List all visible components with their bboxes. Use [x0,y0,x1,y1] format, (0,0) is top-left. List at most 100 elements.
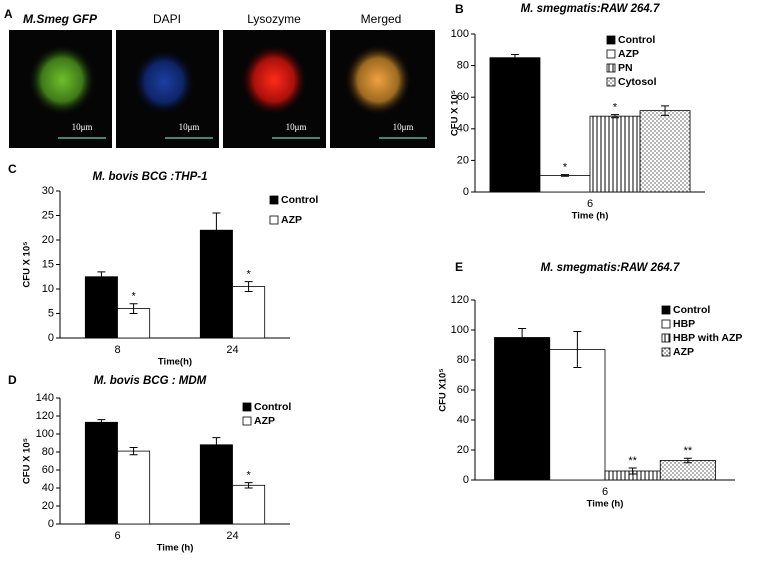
image-title: M.Smeg GFP [23,12,98,26]
bar [117,450,151,525]
annotation: ** [684,445,693,457]
x-tick-label: 24 [226,530,238,542]
micrograph: M.Smeg GFP 10μm [9,12,112,148]
error-bar [510,54,519,62]
y-tick-label: 120 [36,410,54,422]
chart-title: M. bovis BCG : MDM [94,375,207,387]
error-bar [212,212,221,248]
y-tick-label: 100 [451,28,469,40]
y-tick-label: 60 [42,464,54,476]
legend-swatch [661,347,671,357]
y-tick-label: 25 [42,209,54,221]
legend-swatch [606,77,616,87]
bar [232,286,266,339]
bar [489,57,541,193]
legend-label: AZP [254,415,275,427]
micrograph: Merged 10μm [330,12,435,148]
y-axis-label: CFU X10⁵ [438,368,449,412]
y-tick-label: 100 [451,324,469,336]
y-tick-label: 60 [457,384,469,396]
micrograph: Lysozyme 10μm [223,12,326,148]
legend-label: Control [254,401,291,413]
x-tick-label: 6 [602,486,608,498]
bar [659,460,716,481]
scale-label: 10μm [393,122,414,132]
legend-swatch [661,305,671,315]
y-tick-label: 5 [48,307,54,319]
panel-a: A M.Smeg GFP 10μm DAPI 10μm Lysozyme 10μ… [4,7,435,148]
annotation: ** [628,455,637,467]
bar [232,484,266,525]
y-tick-label: 0 [48,332,54,344]
bar [589,115,641,193]
y-tick-label: 140 [36,392,54,404]
error-bar [212,437,221,453]
micrograph: DAPI 10μm [116,12,219,148]
y-tick-label: 0 [463,186,469,198]
y-tick-label: 80 [42,446,54,458]
panel-letter: C [8,162,17,176]
cell [240,44,308,116]
legend-swatch [661,319,671,329]
bar [199,229,233,339]
image-title: DAPI [153,12,181,26]
image-title: Lysozyme [247,12,301,26]
legend-label: AZP [618,48,639,60]
scale-label: 10μm [179,122,200,132]
bar [549,349,606,481]
chart-title: M. bovis BCG :THP-1 [92,171,207,183]
bar [84,276,118,339]
annotation: * [563,162,568,174]
x-tick-label: 6 [114,530,120,542]
x-tick-label: 8 [114,344,120,356]
scale-label: 10μm [72,122,93,132]
legend-swatch [242,416,252,426]
legend-label: Control [618,34,655,46]
error-bar [129,447,138,456]
error-bar [683,457,692,464]
legend-label: AZP [673,346,694,358]
bar-chart: E M. smegmatis:RAW 264.7 CFU X10⁵ 0 20 40 60 80… [438,260,743,509]
panel-letter: B [455,2,464,16]
annotation: * [613,101,618,113]
y-axis-label: CFU X 10⁵ [450,90,461,136]
legend-label: HBP [673,318,695,330]
bar [84,421,118,525]
x-axis-label: Time(h) [158,357,192,368]
y-tick-label: 60 [457,91,469,103]
legend-swatch [242,402,252,412]
error-bar [129,303,138,314]
cell [132,48,196,116]
legend-label: AZP [281,214,302,226]
legend-swatch [606,35,616,45]
y-tick-label: 0 [48,518,54,530]
legend-label: Control [673,304,710,316]
error-bar [244,281,253,292]
annotation: * [131,291,136,303]
x-axis-label: Time (h) [587,499,624,510]
x-axis-label: Time (h) [157,543,194,554]
error-bar [518,328,527,347]
cell [28,44,96,116]
annotation: * [246,269,251,281]
panel-letter: A [4,7,13,21]
y-tick-label: 20 [42,500,54,512]
cell [344,44,412,116]
legend-swatch [606,49,616,59]
chart-title: M. smegmatis:RAW 264.7 [521,3,660,15]
y-tick-label: 20 [457,154,469,166]
y-tick-label: 100 [36,428,54,440]
y-tick-label: 30 [42,185,54,197]
bar [199,444,233,525]
error-bar [628,467,637,475]
chart-title: M. smegmatis:RAW 264.7 [541,262,680,274]
bar [494,337,551,481]
y-tick-label: 15 [42,258,54,270]
bar-chart: C M. bovis BCG :THP-1 CFU X 10⁵ 0 5 10 15 20 25 3… [8,162,318,367]
error-bar [97,271,106,283]
y-axis-label: CFU X 10⁵ [22,438,33,484]
error-bar [661,105,670,116]
y-tick-label: 20 [42,234,54,246]
legend-label: Control [281,194,318,206]
